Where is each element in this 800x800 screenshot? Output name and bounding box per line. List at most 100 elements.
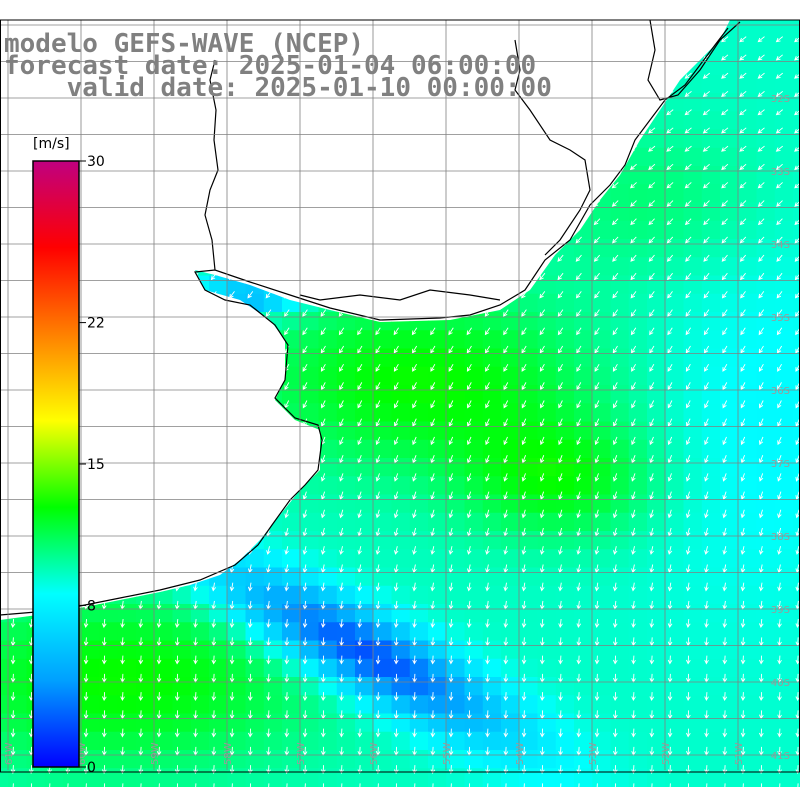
field-cell (318, 330, 338, 349)
field-cell (209, 622, 228, 641)
field-cell (373, 622, 392, 641)
field-cell (683, 640, 703, 660)
longitude-label: 59W (150, 742, 161, 765)
field-cell (756, 512, 776, 532)
field-cell (793, 658, 800, 678)
field-cell (300, 439, 319, 459)
field-cell (720, 567, 739, 587)
field-cell (300, 239, 319, 258)
field-cell (683, 147, 703, 167)
field-cell (647, 403, 666, 422)
field-cell (738, 622, 757, 641)
field-cell (391, 549, 411, 568)
field-cell (628, 439, 648, 459)
field-cell (245, 348, 265, 368)
field-cell (738, 585, 757, 605)
field-cell (190, 293, 210, 313)
field-cell (701, 549, 721, 568)
field-cell (464, 403, 484, 422)
field-cell (245, 166, 265, 185)
field-cell (610, 768, 630, 787)
field-cell (482, 147, 502, 167)
colorbar-ramp (32, 160, 80, 768)
field-cell (81, 220, 100, 240)
field-cell (154, 531, 173, 550)
field-cell (373, 695, 392, 714)
field-cell (209, 567, 228, 587)
field-cell (683, 531, 703, 550)
field-cell (738, 20, 757, 39)
field-cell (555, 257, 575, 276)
field-cell (154, 476, 173, 495)
field-cell (501, 439, 520, 459)
field-cell (428, 366, 447, 386)
field-cell (263, 111, 283, 130)
field-cell (209, 695, 228, 714)
field-cell (0, 677, 9, 696)
field-cell (391, 129, 411, 149)
field-cell (8, 293, 27, 313)
field-cell (793, 166, 800, 185)
field-cell (720, 366, 739, 386)
field-cell (482, 585, 502, 605)
field-cell (117, 658, 137, 678)
field-cell (336, 129, 356, 149)
field-cell (190, 147, 210, 167)
field-cell (738, 403, 757, 422)
field-cell (8, 695, 27, 714)
field-cell (136, 202, 155, 222)
field-cell (665, 366, 684, 386)
field-cell (592, 330, 611, 349)
field-cell (428, 713, 447, 733)
field-cell (336, 476, 356, 495)
field-cell (428, 512, 447, 532)
field-cell (245, 330, 265, 349)
longitude-label: 52W (661, 742, 672, 765)
field-cell (482, 768, 502, 787)
field-cell (628, 768, 648, 787)
field-cell (245, 184, 265, 203)
field-cell (355, 111, 374, 130)
field-cell (665, 184, 684, 203)
field-cell (409, 549, 429, 568)
field-cell (282, 622, 301, 641)
field-cell (537, 366, 557, 386)
field-cell (318, 184, 338, 203)
field-cell (793, 403, 800, 422)
longitude-label: 56W (369, 742, 380, 765)
field-cell (282, 604, 301, 623)
field-cell (282, 421, 301, 441)
field-cell (592, 293, 611, 313)
field-cell (409, 202, 429, 222)
field-cell (336, 512, 356, 532)
field-cell (355, 713, 374, 733)
field-cell (446, 20, 465, 39)
field-cell (647, 293, 666, 313)
field-cell (720, 403, 739, 422)
field-cell (336, 604, 356, 623)
field-cell (81, 348, 100, 368)
field-cell (628, 585, 648, 605)
field-cell (464, 750, 484, 769)
field-cell (482, 476, 502, 495)
field-cell (282, 713, 301, 733)
field-cell (263, 184, 283, 203)
field-cell (355, 439, 374, 459)
field-cell (610, 74, 630, 94)
field-cell (355, 166, 374, 185)
field-cell (336, 585, 356, 605)
field-cell (136, 512, 155, 532)
field-cell (336, 731, 356, 751)
field-cell (756, 768, 776, 787)
field-cell (683, 184, 703, 203)
field-cell (409, 476, 429, 495)
field-cell (701, 585, 721, 605)
field-cell (245, 494, 265, 514)
field-cell (227, 622, 246, 641)
field-cell (774, 695, 794, 714)
field-cell (154, 147, 173, 167)
field-cell (464, 275, 484, 295)
field-cell (8, 768, 27, 787)
field-cell (81, 403, 100, 422)
